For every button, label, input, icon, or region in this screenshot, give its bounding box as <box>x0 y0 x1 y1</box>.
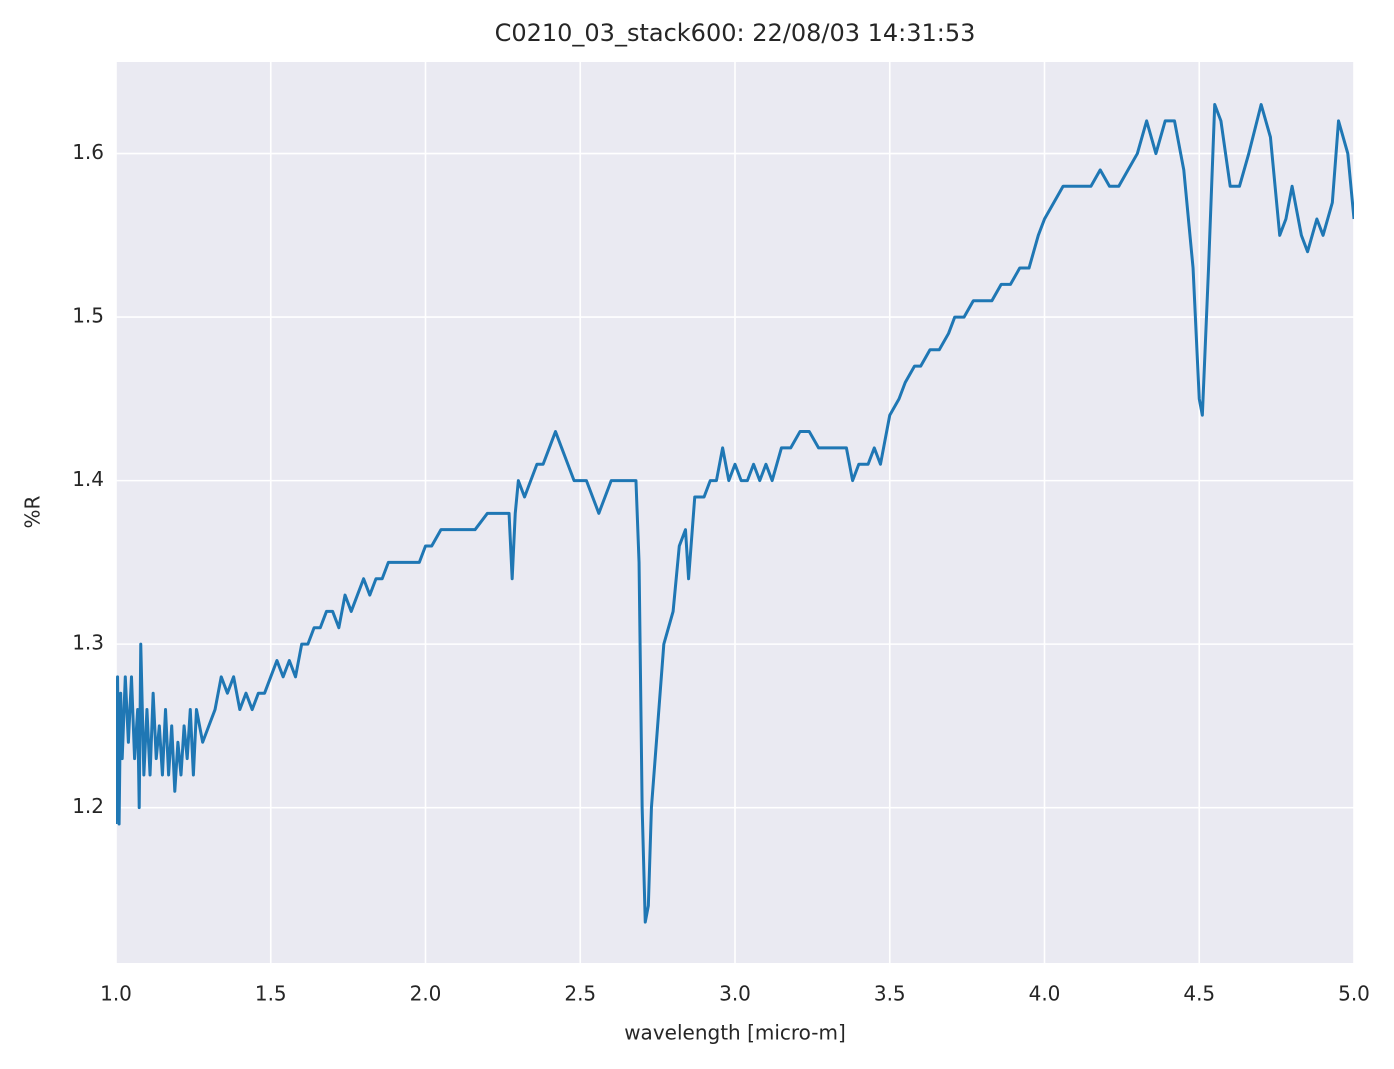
x-tick-label: 3.5 <box>874 982 906 1006</box>
x-tick-label: 2.0 <box>410 982 442 1006</box>
y-tick-label: 1.5 <box>72 304 104 328</box>
chart-title: C0210_03_stack600: 22/08/03 14:31:53 <box>495 19 976 47</box>
data-line <box>116 103 1354 924</box>
x-tick-label: 5.0 <box>1338 982 1370 1006</box>
y-tick-label: 1.4 <box>72 467 104 491</box>
x-tick-label: 2.5 <box>564 982 596 1006</box>
x-tick-label: 4.5 <box>1183 982 1215 1006</box>
x-tick-label: 4.0 <box>1029 982 1061 1006</box>
y-axis-label: %R <box>21 495 45 528</box>
y-tick-label: 1.6 <box>72 140 104 164</box>
x-tick-label: 1.0 <box>100 982 132 1006</box>
x-axis-label: wavelength [micro-m] <box>624 1021 846 1045</box>
x-tick-label: 1.5 <box>255 982 287 1006</box>
y-tick-label: 1.2 <box>72 794 104 818</box>
x-tick-label: 3.0 <box>719 982 751 1006</box>
y-tick-label: 1.3 <box>72 631 104 655</box>
